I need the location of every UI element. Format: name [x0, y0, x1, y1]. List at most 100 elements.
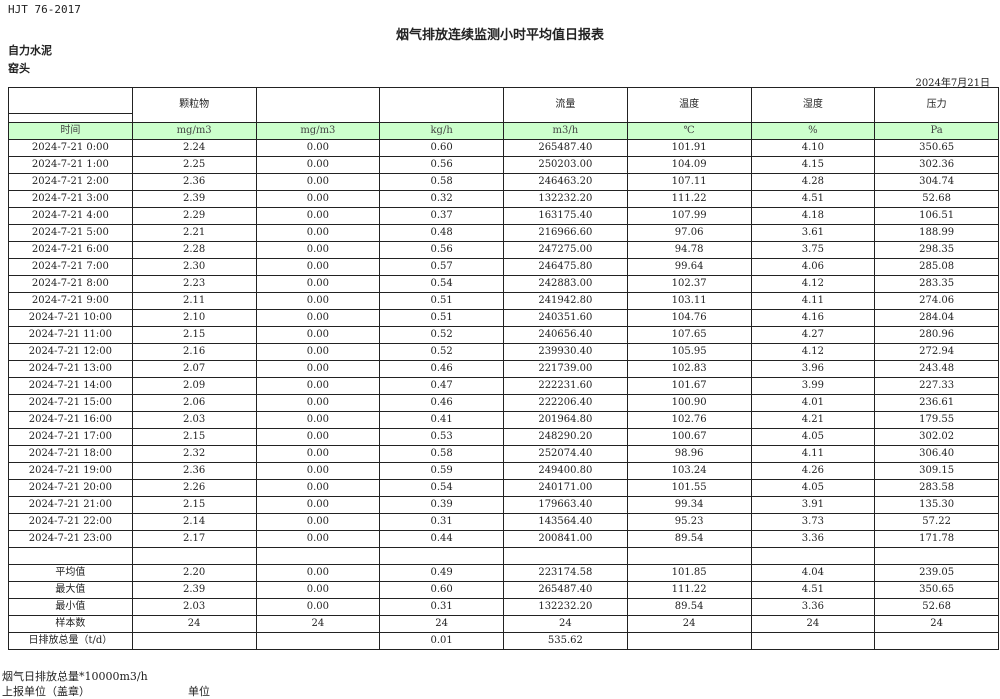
summary-value: 535.62: [503, 632, 628, 650]
summary-value: 0.00: [255, 564, 381, 582]
value-cell: 240656.40: [503, 326, 628, 344]
value-cell: 4.05: [750, 428, 876, 446]
summary-value: 265487.40: [503, 581, 628, 599]
value-cell: 222231.60: [503, 377, 628, 395]
time-cell: 2024-7-21 22:00: [8, 513, 133, 531]
value-cell: 0.37: [379, 207, 504, 225]
value-cell: 0.44: [379, 530, 504, 548]
value-cell: 227.33: [874, 377, 999, 395]
value-cell: 2.11: [131, 292, 257, 310]
summary-value: 24: [626, 615, 752, 633]
time-cell: 2024-7-21 4:00: [8, 207, 133, 225]
value-cell: 101.91: [626, 139, 752, 157]
value-cell: 0.00: [255, 428, 381, 446]
value-cell: 135.30: [874, 496, 999, 514]
value-cell: 243.48: [874, 360, 999, 378]
value-cell: 0.41: [379, 411, 504, 429]
value-cell: 107.99: [626, 207, 752, 225]
summary-value: 3.36: [750, 598, 876, 616]
summary-label: 平均值: [8, 564, 133, 582]
value-cell: 0.00: [255, 377, 381, 395]
table-row: 2024-7-21 9:00 2.11 0.00 0.51 241942.80 103.1…: [8, 292, 999, 310]
value-cell: 4.16: [750, 309, 876, 327]
value-cell: 2.14: [131, 513, 257, 531]
summary-row: 平均值 2.20 0.00 0.49 223174.58 101.85 4.04 239.05: [8, 564, 999, 582]
value-cell: 2.10: [131, 309, 257, 327]
value-cell: 0.00: [255, 173, 381, 191]
value-cell: 274.06: [874, 292, 999, 310]
column-header: 压力: [874, 87, 999, 123]
value-cell: 97.06: [626, 224, 752, 242]
table-row: 2024-7-21 13:00 2.07 0.00 0.46 221739.00 102.…: [8, 360, 999, 378]
unit-header: kg/h: [379, 122, 504, 140]
value-cell: 0.48: [379, 224, 504, 242]
value-cell: 101.67: [626, 377, 752, 395]
value-cell: 102.76: [626, 411, 752, 429]
value-cell: 100.90: [626, 394, 752, 412]
value-cell: 0.00: [255, 156, 381, 174]
value-cell: 304.74: [874, 173, 999, 191]
value-cell: 0.00: [255, 479, 381, 497]
value-cell: 0.52: [379, 326, 504, 344]
unit-header: mg/m3: [131, 122, 257, 140]
value-cell: 2.23: [131, 275, 257, 293]
value-cell: [255, 547, 381, 565]
value-cell: 3.99: [750, 377, 876, 395]
value-cell: 216966.60: [503, 224, 628, 242]
value-cell: 302.36: [874, 156, 999, 174]
value-cell: 4.18: [750, 207, 876, 225]
summary-row: 样本数 24 24 24 24 24 24 24: [8, 615, 999, 633]
value-cell: 0.00: [255, 513, 381, 531]
value-cell: 2.24: [131, 139, 257, 157]
value-cell: 3.73: [750, 513, 876, 531]
value-cell: 0.00: [255, 394, 381, 412]
value-cell: 0.00: [255, 309, 381, 327]
value-cell: [626, 547, 752, 565]
table-row: [8, 547, 999, 565]
value-cell: 89.54: [626, 530, 752, 548]
value-cell: 2.15: [131, 428, 257, 446]
report-table: 颗粒物 流量 温度 湿度 压力 时间 mg/m3 mg/m3 kg/h m3/h ℃% Pa 2024-…: [8, 87, 999, 650]
summary-value: 2.20: [131, 564, 257, 582]
value-cell: 4.11: [750, 445, 876, 463]
summary-row: 最大值 2.39 0.00 0.60 265487.40 111.22 4.51 350.65: [8, 581, 999, 599]
summary-value: 24: [379, 615, 504, 633]
column-header: 温度: [626, 87, 752, 123]
value-cell: 4.21: [750, 411, 876, 429]
table-row: 2024-7-21 10:00 2.10 0.00 0.51 240351.60 104.…: [8, 309, 999, 327]
summary-row: 日排放总量（t/d） 0.01 535.62: [8, 632, 999, 650]
time-cell: 2024-7-21 6:00: [8, 241, 133, 259]
value-cell: 4.05: [750, 479, 876, 497]
report-title: 烟气排放连续监测小时平均值日报表: [395, 28, 604, 43]
time-cell: 2024-7-21 19:00: [8, 462, 133, 480]
value-cell: 179.55: [874, 411, 999, 429]
table-row: 2024-7-21 12:00 2.16 0.00 0.52 239930.40 105.…: [8, 343, 999, 361]
time-cell: 2024-7-21 0:00: [8, 139, 133, 157]
time-cell: 2024-7-21 3:00: [8, 190, 133, 208]
value-cell: 143564.40: [503, 513, 628, 531]
time-cell: 2024-7-21 12:00: [8, 343, 133, 361]
value-cell: 242883.00: [503, 275, 628, 293]
time-cell: 2024-7-21 23:00: [8, 530, 133, 548]
column-header: 湿度: [750, 87, 876, 123]
value-cell: 107.11: [626, 173, 752, 191]
value-cell: 95.23: [626, 513, 752, 531]
value-cell: 0.00: [255, 258, 381, 276]
value-cell: 306.40: [874, 445, 999, 463]
value-cell: 100.67: [626, 428, 752, 446]
value-cell: 240171.00: [503, 479, 628, 497]
value-cell: 102.37: [626, 275, 752, 293]
summary-label: 最小值: [8, 598, 133, 616]
table-row: 2024-7-21 20:00 2.26 0.00 0.54 240171.00 101.…: [8, 479, 999, 497]
value-cell: 239930.40: [503, 343, 628, 361]
value-cell: 0.58: [379, 445, 504, 463]
column-header: 颗粒物: [131, 87, 257, 123]
corner-header-cell: [8, 87, 133, 123]
value-cell: 3.36: [750, 530, 876, 548]
value-cell: 2.06: [131, 394, 257, 412]
table-row: 2024-7-21 4:00 2.29 0.00 0.37 163175.40 107.9…: [8, 207, 999, 225]
value-cell: 3.75: [750, 241, 876, 259]
value-cell: 132232.20: [503, 190, 628, 208]
unit-header: ℃: [626, 122, 752, 140]
value-cell: 4.12: [750, 275, 876, 293]
